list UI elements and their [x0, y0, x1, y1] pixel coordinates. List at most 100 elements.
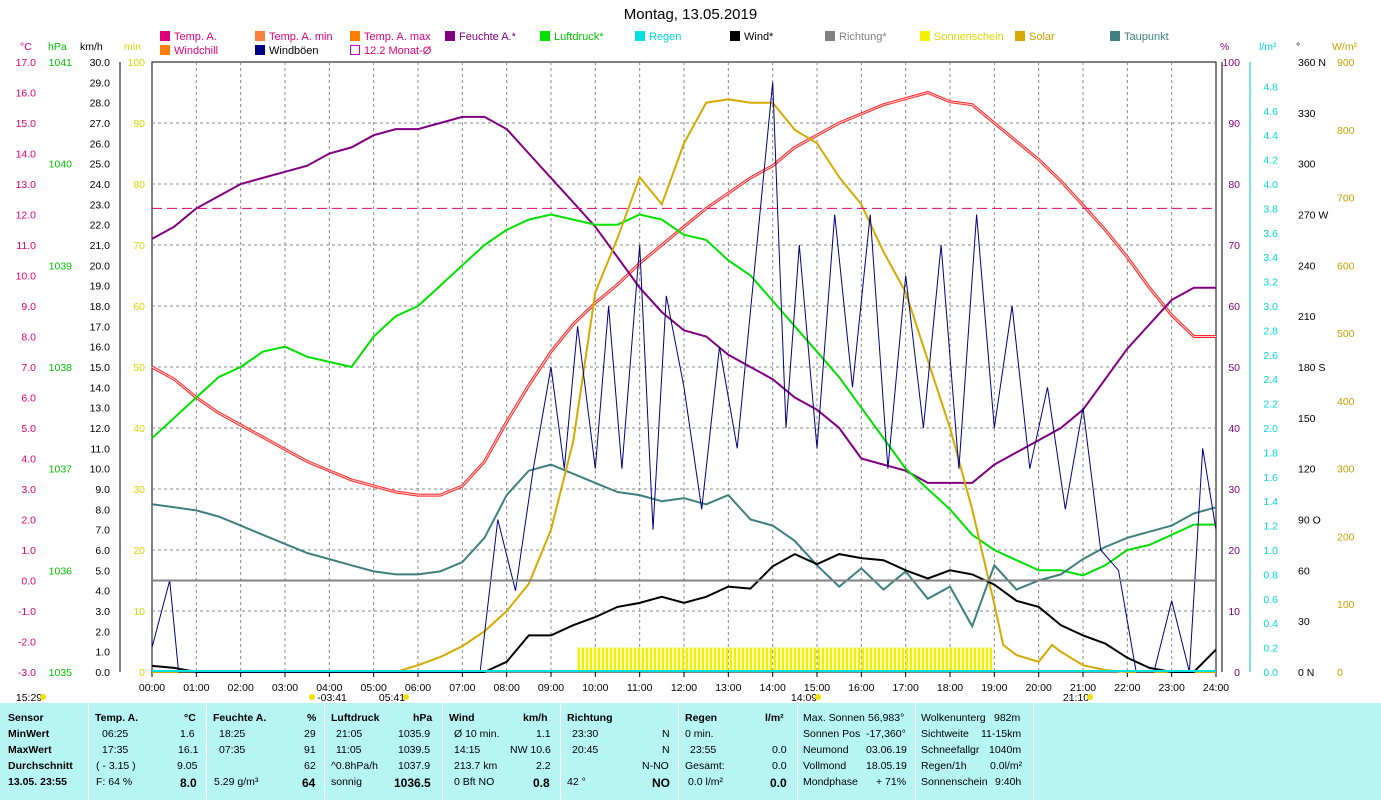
wind-axis-tick-label: 22.0 [90, 220, 111, 232]
wind-axis-tick-label: 19.0 [90, 281, 111, 293]
min-axis-tick-label: 50 [133, 362, 145, 374]
sun-marker-label: 14:09 [791, 692, 817, 703]
sunshine-bar [693, 647, 697, 672]
x-tick-label: 02:00 [228, 682, 254, 694]
rain-axis-tick-label: 2.2 [1263, 399, 1278, 411]
legend-label: Temp. A. [174, 31, 217, 43]
sunshine-bar [905, 647, 909, 672]
sunshine-bar [673, 647, 677, 672]
stats-press-avg-value: 1037.9 [398, 760, 431, 772]
min-axis-tick-label: 20 [133, 545, 145, 557]
sunshine-bar [609, 647, 613, 672]
sunshine-bar [817, 647, 821, 672]
sun-marker-label: 21:10 [1063, 692, 1089, 703]
stats-dir-header: Richtung [567, 712, 613, 724]
humidity-axis-tick-label: 60 [1228, 301, 1240, 313]
sunshine-bar [829, 647, 833, 672]
sunshine-bar [933, 647, 937, 672]
stats-dir-r3-value: N-NO [642, 760, 669, 772]
x-tick-label: 23:00 [1159, 682, 1185, 694]
wind-axis-tick-label: 25.0 [90, 159, 111, 171]
wind-axis-tick-label: 9.0 [95, 484, 110, 496]
sunshine-bar [837, 647, 841, 672]
sun-marker-icon [309, 694, 315, 700]
wind-axis-tick-label: 12.0 [90, 423, 111, 435]
direction-axis-tick-label: 270 W [1298, 210, 1328, 222]
min-axis-tick-label: 70 [133, 240, 145, 252]
direction-axis-tick-label: 0 N [1298, 667, 1314, 679]
wind-axis-tick-label: 21.0 [90, 240, 111, 252]
stats-press-min-time: 21:05 [336, 728, 363, 740]
sunshine-bar [909, 647, 913, 672]
stats-temp-header: Temp. A. [95, 712, 139, 724]
stats-rain-r2-value: 0.0 [772, 744, 787, 756]
sunshine-bar [613, 647, 617, 672]
min-axis-tick-label: 90 [133, 118, 145, 130]
rain-axis-tick-label: 4.6 [1263, 106, 1278, 118]
stats-hum-current-label: 5.29 g/m³ [214, 776, 259, 788]
rain-axis-tick-label: 2.6 [1263, 350, 1278, 362]
temp-axis-tick-label: 10.0 [16, 271, 37, 283]
direction-axis-tick-label: 60 [1298, 565, 1310, 577]
legend-label: Regen [649, 31, 682, 43]
pressure-axis-tick-label: 1040 [49, 159, 73, 171]
humidity-axis-tick-label: 20 [1228, 545, 1240, 557]
legend-item: Solar [1015, 31, 1055, 43]
legend-item: Wind* [730, 31, 773, 43]
min-axis-tick-label: 10 [133, 606, 145, 618]
stats-press-max-time: 11:05 [336, 744, 362, 756]
stats-cloud-r4-value: 0.0l/m² [990, 760, 1023, 772]
sunshine-bar [929, 647, 933, 672]
min-axis-tick-label: 100 [127, 57, 145, 69]
stats-hum-min-value: 29 [304, 728, 316, 740]
rain-axis-tick-label: 3.0 [1263, 301, 1278, 313]
sunshine-bar [765, 647, 769, 672]
temp-axis-unit: °C [20, 41, 32, 53]
sunshine-bar [637, 647, 641, 672]
wind-axis-tick-label: 7.0 [95, 525, 110, 537]
sunshine-bar [953, 647, 957, 672]
sunshine-bar [717, 647, 721, 672]
min-axis-tick-label: 0 [139, 667, 145, 679]
x-tick-label: 24:00 [1203, 682, 1229, 694]
stats-hum-unit: % [307, 712, 317, 724]
x-tick-label: 05:00 [361, 682, 387, 694]
x-tick-label: 11:00 [627, 682, 653, 694]
x-tick-label: 03:00 [272, 682, 298, 694]
x-tick-label: 12:00 [671, 682, 697, 694]
temp-axis-tick-label: 2.0 [21, 515, 36, 527]
stats-wind-header: Wind [449, 712, 475, 724]
sun-marker-icon [40, 694, 46, 700]
sunshine-bar [809, 647, 813, 672]
stats-astro-r4-label: Vollmond [803, 760, 847, 772]
pressure-axis-unit: hPa [48, 41, 67, 53]
stats-hum-max-value: 91 [304, 744, 316, 756]
legend-item: Sonnenschein [920, 31, 1004, 43]
sunshine-bar [769, 647, 773, 672]
wind-axis-tick-label: 5.0 [95, 565, 110, 577]
wind-axis-tick-label: 27.0 [90, 118, 111, 130]
direction-axis-tick-label: 30 [1298, 616, 1310, 628]
direction-axis-unit: ° [1296, 41, 1300, 53]
x-tick-label: 04:00 [316, 682, 342, 694]
legend-swatch [350, 45, 360, 55]
x-tick-label: 14:00 [760, 682, 786, 694]
sunshine-bar [597, 647, 601, 672]
temp-axis-tick-label: -2.0 [18, 637, 36, 649]
sunshine-bar [745, 647, 749, 672]
rain-axis-tick-label: 4.4 [1263, 130, 1278, 142]
direction-axis-tick-label: 90 O [1298, 515, 1321, 527]
sunshine-bar [825, 647, 829, 672]
stats-temp-min-time: 06:25 [102, 728, 129, 740]
sunshine-bar [649, 647, 653, 672]
stats-cloud-r2-value: 11-15km [981, 728, 1022, 740]
sunshine-bar [681, 647, 685, 672]
pressure-axis-tick-label: 1037 [49, 464, 73, 476]
solar-axis-tick-label: 500 [1337, 328, 1355, 340]
wind-axis-tick-label: 30.0 [90, 57, 111, 69]
sunshine-bar [709, 647, 713, 672]
legend-label: Sonnenschein [934, 31, 1004, 43]
legend-item: Richtung* [825, 31, 887, 43]
legend-label: Richtung* [839, 31, 887, 43]
sunshine-bar [797, 647, 801, 672]
